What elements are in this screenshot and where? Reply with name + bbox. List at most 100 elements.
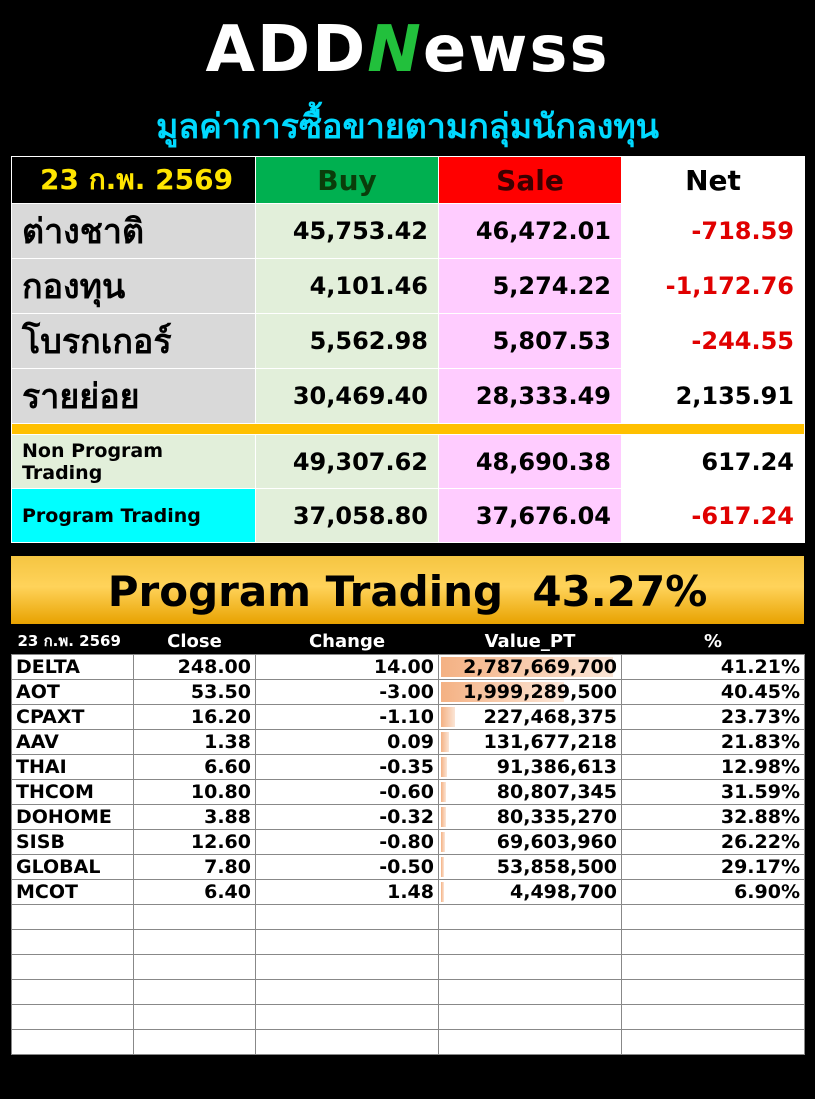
stock-value-text: 131,677,218 [483, 731, 617, 753]
group-sale: 5,274.22 [438, 258, 622, 314]
group-buy: 4,101.46 [255, 258, 439, 314]
program-buy: 49,307.62 [255, 434, 439, 489]
stock-change: 1.48 [255, 879, 439, 905]
stock-pct: 23.73% [621, 704, 805, 730]
empty-cell [255, 1004, 439, 1030]
stock-value-pt: 69,603,960 [438, 829, 622, 855]
addnewss-logo: ADDNewss [0, 10, 815, 90]
stock-value-pt: 227,468,375 [438, 704, 622, 730]
page-subtitle: มูลค่าการซื้อขายตามกลุ่มนักลงทุน [155, 107, 660, 147]
stock-change: -0.60 [255, 779, 439, 805]
empty-cell [438, 1029, 622, 1055]
stock-symbol: THAI [11, 754, 134, 780]
program-sale: 48,690.38 [438, 434, 622, 489]
value-data-bar [441, 732, 449, 752]
value-data-bar [441, 782, 446, 802]
group-buy: 30,469.40 [255, 368, 439, 424]
stock-symbol: THCOM [11, 779, 134, 805]
investor-group-row: รายย่อย 30,469.40 28,333.49 2,135.91 [11, 368, 805, 424]
stock-pct: 21.83% [621, 729, 805, 755]
empty-row [11, 904, 805, 930]
stock-value-text: 69,603,960 [496, 831, 617, 853]
stock-row: THCOM 10.80 -0.60 80,807,345 31.59% [11, 779, 805, 805]
empty-cell [438, 929, 622, 955]
empty-cell [438, 1004, 622, 1030]
empty-cell [438, 979, 622, 1005]
summary-header-row: 23 ก.พ. 2569 Buy Sale Net [11, 156, 805, 204]
stock-row: DELTA 248.00 14.00 2,787,669,700 41.21% [11, 654, 805, 680]
program-trading-banner: Program Trading 43.27% [11, 556, 804, 624]
stock-value-text: 1,999,289,500 [463, 681, 617, 703]
stock-symbol: DOHOME [11, 804, 134, 830]
group-label: ต่างชาติ [11, 203, 256, 259]
summary-date: 23 ก.พ. 2569 [11, 156, 256, 204]
stock-pct: 6.90% [621, 879, 805, 905]
empty-cell [255, 979, 439, 1005]
stock-change: -3.00 [255, 679, 439, 705]
empty-cell [11, 929, 134, 955]
value-data-bar [441, 857, 444, 877]
stock-change: -0.50 [255, 854, 439, 880]
value-data-bar [441, 682, 564, 702]
stock-row: CPAXT 16.20 -1.10 227,468,375 23.73% [11, 704, 805, 730]
group-label: รายย่อย [11, 368, 256, 424]
empty-cell [255, 904, 439, 930]
empty-cell [133, 1029, 256, 1055]
logo-mark: N [367, 13, 423, 87]
stock-value-pt: 1,999,289,500 [438, 679, 622, 705]
value-data-bar [441, 757, 447, 777]
program-row: Program Trading 37,058.80 37,676.04 -617.24 [11, 488, 805, 543]
pct-header: % [621, 628, 805, 655]
stock-value-pt: 91,386,613 [438, 754, 622, 780]
empty-row [11, 1004, 805, 1030]
empty-cell [11, 954, 134, 980]
group-sale: 5,807.53 [438, 313, 622, 369]
stock-value-pt: 80,335,270 [438, 804, 622, 830]
value-data-bar [441, 807, 446, 827]
stock-row: AOT 53.50 -3.00 1,999,289,500 40.45% [11, 679, 805, 705]
empty-row [11, 1029, 805, 1055]
program-trading-stocks-table: 23 ก.พ. 2569 Close Change Value_PT % DEL… [11, 628, 805, 1055]
empty-cell [133, 904, 256, 930]
group-net: 2,135.91 [621, 368, 805, 424]
stock-close: 6.40 [133, 879, 256, 905]
group-buy: 45,753.42 [255, 203, 439, 259]
investor-summary-table: 23 ก.พ. 2569 Buy Sale Net ต่างชาติ 45,753… [11, 156, 805, 543]
program-row: Non Program Trading 49,307.62 48,690.38 617… [11, 434, 805, 489]
empty-cell [11, 1029, 134, 1055]
stock-value-text: 53,858,500 [496, 856, 617, 878]
banner-label: Program Trading [107, 567, 504, 616]
empty-cell [133, 929, 256, 955]
logo-suffix: ewss [422, 13, 610, 87]
stock-pct: 31.59% [621, 779, 805, 805]
program-sale: 37,676.04 [438, 488, 622, 543]
stock-symbol: CPAXT [11, 704, 134, 730]
empty-cell [133, 979, 256, 1005]
buy-header: Buy [255, 156, 439, 204]
empty-cell [255, 929, 439, 955]
investor-group-row: กองทุน 4,101.46 5,274.22 -1,172.76 [11, 258, 805, 314]
stock-row: SISB 12.60 -0.80 69,603,960 26.22% [11, 829, 805, 855]
logo-prefix: ADD [205, 13, 368, 87]
change-header: Change [255, 628, 439, 655]
stock-close: 16.20 [133, 704, 256, 730]
stock-row: DOHOME 3.88 -0.32 80,335,270 32.88% [11, 804, 805, 830]
stock-row: GLOBAL 7.80 -0.50 53,858,500 29.17% [11, 854, 805, 880]
stock-symbol: AOT [11, 679, 134, 705]
empty-row [11, 954, 805, 980]
stocks-date-header: 23 ก.พ. 2569 [11, 628, 134, 655]
value-data-bar [441, 832, 445, 852]
stock-value-text: 80,335,270 [496, 806, 617, 828]
empty-row [11, 929, 805, 955]
stock-value-pt: 4,498,700 [438, 879, 622, 905]
empty-cell [621, 979, 805, 1005]
banner-value: 43.27% [532, 567, 708, 616]
group-label: กองทุน [11, 258, 256, 314]
stock-pct: 26.22% [621, 829, 805, 855]
stock-change: 14.00 [255, 654, 439, 680]
empty-cell [621, 954, 805, 980]
investor-group-row: โบรกเกอร์ 5,562.98 5,807.53 -244.55 [11, 313, 805, 369]
stock-value-text: 2,787,669,700 [463, 656, 617, 678]
program-buy: 37,058.80 [255, 488, 439, 543]
stock-pct: 12.98% [621, 754, 805, 780]
